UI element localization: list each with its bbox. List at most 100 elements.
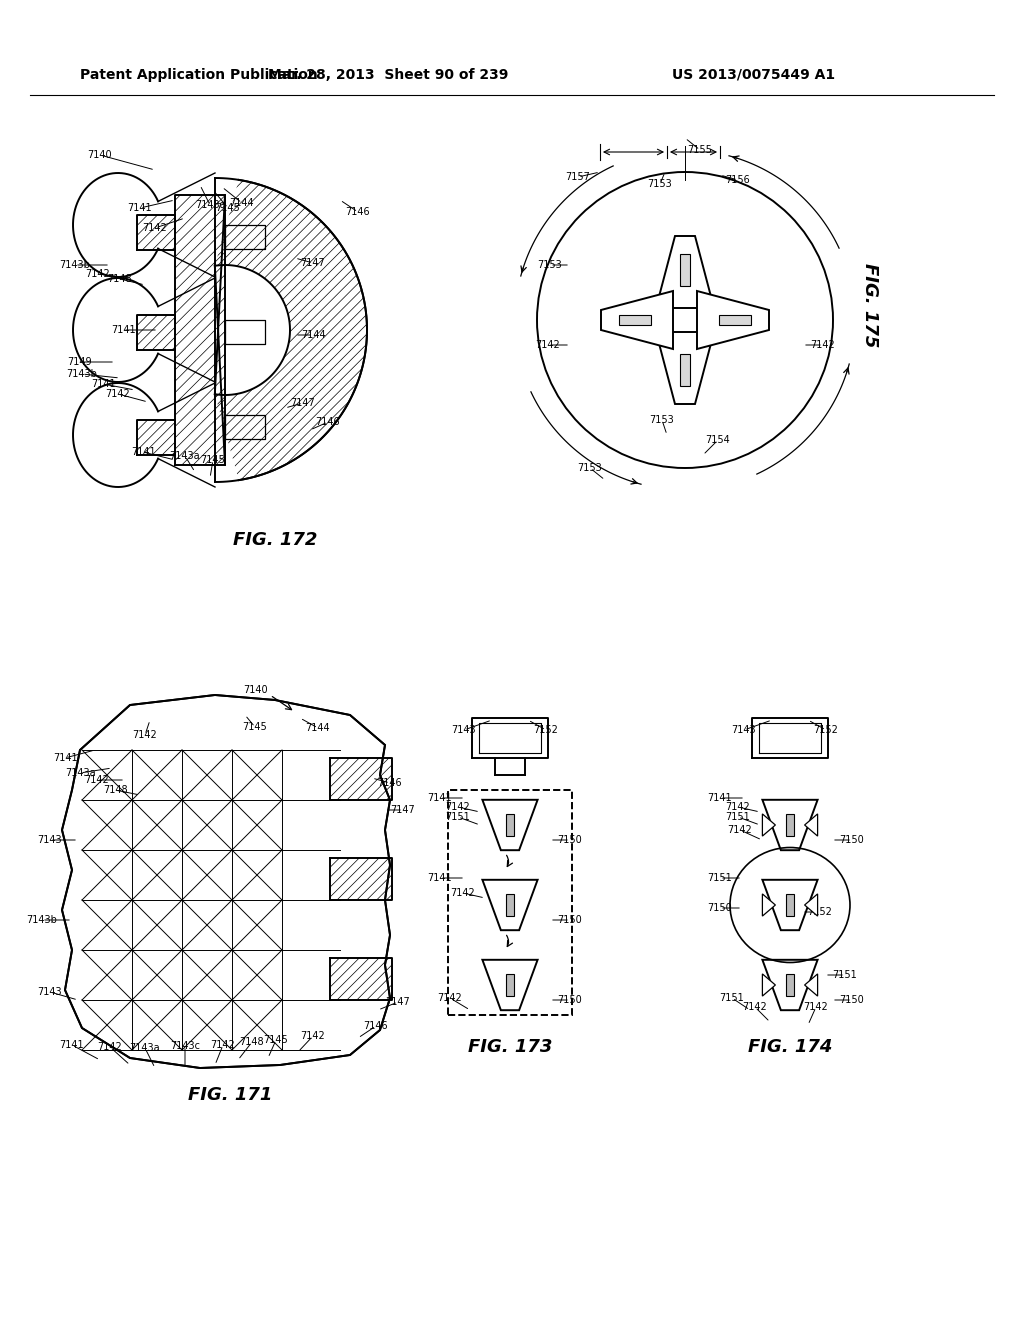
- Text: 7142: 7142: [804, 1002, 828, 1012]
- Text: 7150: 7150: [558, 995, 583, 1005]
- Text: 7142: 7142: [728, 825, 753, 836]
- Text: 7151: 7151: [726, 812, 751, 822]
- Text: 7150: 7150: [708, 903, 732, 913]
- Text: 7151: 7151: [445, 812, 470, 822]
- Text: 7142: 7142: [105, 389, 130, 399]
- Text: 7147: 7147: [390, 805, 416, 814]
- Text: 7142: 7142: [726, 803, 751, 812]
- Polygon shape: [763, 974, 775, 997]
- Text: 7148: 7148: [240, 1038, 264, 1047]
- Polygon shape: [763, 880, 817, 931]
- Text: 7141: 7141: [128, 203, 153, 213]
- Polygon shape: [763, 894, 775, 916]
- Text: 7145: 7145: [243, 722, 267, 733]
- Text: 7157: 7157: [565, 172, 591, 182]
- Polygon shape: [805, 814, 817, 836]
- Text: 7148: 7148: [102, 785, 127, 795]
- Polygon shape: [656, 333, 714, 404]
- Text: 7156: 7156: [726, 176, 751, 185]
- Text: FIG. 173: FIG. 173: [468, 1038, 552, 1056]
- Text: 7153: 7153: [578, 463, 602, 473]
- Text: 7154: 7154: [706, 436, 730, 445]
- Text: 7141: 7141: [111, 325, 135, 335]
- Text: 7143b: 7143b: [67, 370, 97, 379]
- Text: 7146: 7146: [315, 417, 340, 426]
- Text: 7151: 7151: [833, 970, 857, 979]
- Text: 7143: 7143: [732, 725, 757, 735]
- Text: 7144: 7144: [229, 198, 254, 209]
- Text: 7146: 7146: [378, 777, 402, 788]
- Text: 7141: 7141: [428, 793, 453, 803]
- Polygon shape: [763, 800, 817, 850]
- Text: 7143a: 7143a: [65, 768, 95, 777]
- Text: US 2013/0075449 A1: US 2013/0075449 A1: [672, 69, 836, 82]
- Polygon shape: [680, 253, 690, 286]
- Polygon shape: [506, 813, 514, 837]
- Text: 7143: 7143: [38, 987, 62, 997]
- Text: 7141: 7141: [131, 447, 156, 457]
- Text: 7142: 7142: [811, 341, 836, 350]
- Text: 7147: 7147: [301, 257, 326, 268]
- Text: 7143a: 7143a: [170, 451, 201, 461]
- Text: 7143c: 7143c: [170, 1041, 200, 1051]
- Polygon shape: [763, 960, 817, 1010]
- Polygon shape: [680, 354, 690, 385]
- Text: 7153: 7153: [538, 260, 562, 271]
- Polygon shape: [506, 974, 514, 997]
- Text: 7143a: 7143a: [195, 201, 225, 210]
- Text: 7152: 7152: [534, 725, 558, 735]
- Polygon shape: [805, 974, 817, 997]
- Polygon shape: [62, 696, 390, 1068]
- Text: 7142: 7142: [86, 269, 111, 279]
- Polygon shape: [601, 290, 673, 348]
- Text: FIG. 174: FIG. 174: [748, 1038, 833, 1056]
- Polygon shape: [697, 290, 769, 348]
- Text: 7152: 7152: [813, 725, 839, 735]
- Text: 7143a: 7143a: [130, 1043, 161, 1053]
- Text: 7152: 7152: [808, 907, 833, 917]
- Text: 7148: 7148: [108, 275, 132, 284]
- Text: 7141: 7141: [91, 379, 116, 389]
- Text: 7141: 7141: [708, 793, 732, 803]
- Text: 7142: 7142: [85, 775, 110, 785]
- Text: 7153: 7153: [649, 414, 675, 425]
- Polygon shape: [482, 880, 538, 931]
- Text: FIG. 171: FIG. 171: [187, 1086, 272, 1104]
- Text: 7151: 7151: [708, 873, 732, 883]
- Polygon shape: [786, 974, 794, 997]
- Polygon shape: [482, 960, 538, 1010]
- Text: 7142: 7142: [536, 341, 560, 350]
- Text: 7151: 7151: [720, 993, 744, 1003]
- Text: 7140: 7140: [88, 150, 113, 160]
- Text: FIG. 175: FIG. 175: [861, 263, 879, 347]
- Text: Patent Application Publication: Patent Application Publication: [80, 69, 317, 82]
- Polygon shape: [805, 894, 817, 916]
- Text: 7143: 7143: [38, 836, 62, 845]
- Text: 7142: 7142: [211, 1040, 236, 1049]
- Text: 7143b: 7143b: [59, 260, 90, 271]
- Text: FIG. 172: FIG. 172: [232, 531, 317, 549]
- Polygon shape: [506, 894, 514, 916]
- Text: 7147: 7147: [291, 399, 315, 408]
- Text: 7144: 7144: [301, 330, 326, 341]
- Polygon shape: [482, 800, 538, 850]
- Text: 7142: 7142: [742, 1002, 767, 1012]
- Text: 7142: 7142: [142, 223, 167, 234]
- Text: 7144: 7144: [306, 723, 331, 733]
- Text: 7143b: 7143b: [27, 915, 57, 925]
- Text: 7145: 7145: [201, 455, 225, 465]
- Text: 7146: 7146: [364, 1020, 388, 1031]
- Text: 7143: 7143: [452, 725, 476, 735]
- Polygon shape: [763, 814, 775, 836]
- Text: 7142: 7142: [133, 730, 158, 741]
- Text: 7153: 7153: [647, 180, 673, 189]
- Text: 7149: 7149: [68, 356, 92, 367]
- Text: 7142: 7142: [451, 888, 475, 898]
- Text: 7141: 7141: [52, 752, 78, 763]
- Polygon shape: [786, 894, 794, 916]
- Text: Mar. 28, 2013  Sheet 90 of 239: Mar. 28, 2013 Sheet 90 of 239: [268, 69, 508, 82]
- Polygon shape: [656, 236, 714, 308]
- Text: 7150: 7150: [558, 836, 583, 845]
- Text: 7140: 7140: [243, 685, 267, 696]
- Text: 7155: 7155: [687, 145, 713, 154]
